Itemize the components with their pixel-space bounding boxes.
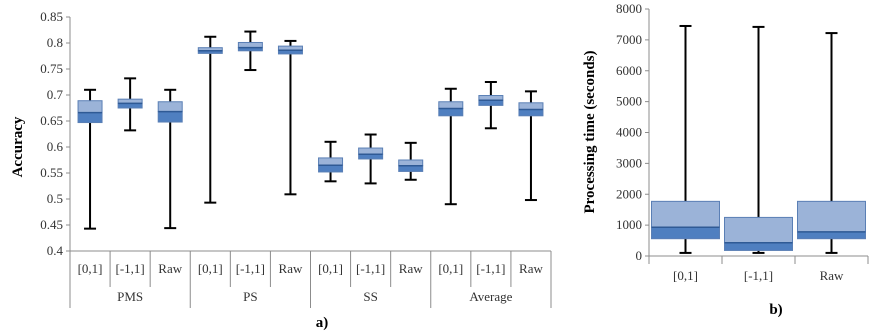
y-tick-label: 0.7 xyxy=(47,87,64,102)
box-upper-quartile xyxy=(724,216,793,244)
box-upper-quartile xyxy=(157,101,183,113)
y-tick-label: 0.65 xyxy=(40,113,63,128)
accuracy-axes xyxy=(69,17,552,287)
processing-time-axes xyxy=(648,9,869,264)
x-group-label: PS xyxy=(243,289,257,304)
box-upper-quartile xyxy=(651,200,720,228)
y-tick-label: 4000 xyxy=(616,125,642,140)
panel-b-label: b) xyxy=(769,302,782,318)
y-tick-label: 0.75 xyxy=(40,61,63,76)
box-upper-quartile xyxy=(518,102,544,111)
y-tick-label: 0.8 xyxy=(47,35,63,50)
box-lower-quartile xyxy=(398,165,424,172)
y-tick-label: 5000 xyxy=(616,94,642,109)
box-lower-quartile xyxy=(77,112,103,124)
box-lower-quartile xyxy=(478,99,504,106)
box-upper-quartile xyxy=(398,159,424,167)
box-lower-quartile xyxy=(318,164,344,173)
x-category-label: Raw xyxy=(519,261,543,276)
processing-time-axis-title: Processing time (seconds) xyxy=(582,50,598,213)
x-category-label: Raw xyxy=(820,268,844,283)
x-category-label: [0,1] xyxy=(198,261,223,276)
panel-a-label: a) xyxy=(316,315,329,331)
x-group-label: SS xyxy=(363,289,377,304)
accuracy-whiskers xyxy=(84,30,537,230)
box-lower-quartile xyxy=(438,108,464,117)
box-lower-quartile xyxy=(724,242,793,251)
y-tick-label: 0.5 xyxy=(47,191,63,206)
accuracy-axis-title: Accuracy xyxy=(10,116,26,177)
box-upper-quartile xyxy=(77,100,103,114)
y-tick-label: 3000 xyxy=(616,155,642,170)
x-category-label: Raw xyxy=(158,261,182,276)
accuracy-boxes xyxy=(77,41,544,173)
accuracy-x-categories: [0,1] [-1,1] Raw [0,1] [-1,1] Raw [0,1] [-1,1] R… xyxy=(78,261,544,276)
box-upper-quartile xyxy=(318,157,344,166)
box-upper-quartile xyxy=(237,41,263,49)
y-tick-label: 7000 xyxy=(616,32,642,47)
y-tick-label: 8000 xyxy=(616,1,642,16)
x-category-label: Raw xyxy=(399,261,423,276)
x-category-label: [0,1] xyxy=(438,261,463,276)
x-group-label: Average xyxy=(469,289,512,304)
processing-time-x-categories: [0,1] [-1,1] Raw xyxy=(673,268,844,283)
x-category-label: [-1,1] xyxy=(476,261,505,276)
box-upper-quartile xyxy=(797,200,866,233)
y-tick-label: 1000 xyxy=(616,217,642,232)
y-tick-label: 0.55 xyxy=(40,165,63,180)
y-tick-label: 6000 xyxy=(616,63,642,78)
y-tick-label: 2000 xyxy=(616,186,642,201)
accuracy-panel: Accuracy 0.4 0.45 0.5 0.55 0.6 0.65 0.7 0.75 0.8… xyxy=(10,9,552,331)
x-category-label: [0,1] xyxy=(318,261,343,276)
y-tick-label: 0.85 xyxy=(40,9,63,24)
y-tick-label: 0.4 xyxy=(47,243,64,258)
box-upper-quartile xyxy=(358,147,384,155)
x-category-label: Raw xyxy=(279,261,303,276)
box-lower-quartile xyxy=(797,231,866,240)
box-lower-quartile xyxy=(518,109,544,117)
x-group-label: PMS xyxy=(117,289,143,304)
x-category-label: [-1,1] xyxy=(356,261,385,276)
processing-time-panel: Processing time (seconds) 0 1000 2000 3000 4… xyxy=(582,1,869,318)
x-category-label: [0,1] xyxy=(78,261,103,276)
accuracy-y-ticks: 0.4 0.45 0.5 0.55 0.6 0.65 0.7 0.75 0.8 0.85 xyxy=(40,9,70,258)
y-tick-label: 0.6 xyxy=(47,139,64,154)
y-tick-label: 0.45 xyxy=(40,217,63,232)
processing-time-y-ticks: 0 1000 2000 3000 4000 5000 6000 7000 8000 xyxy=(616,1,649,263)
x-category-label: [-1,1] xyxy=(236,261,265,276)
x-category-label: [-1,1] xyxy=(744,268,773,283)
accuracy-x-groups: PMS PS SS Average xyxy=(69,287,552,308)
processing-time-boxes xyxy=(651,200,866,251)
y-tick-label: 0 xyxy=(636,248,643,263)
box-lower-quartile xyxy=(157,111,183,123)
x-category-label: [-1,1] xyxy=(116,261,145,276)
box-lower-quartile xyxy=(651,226,720,240)
x-category-label: [0,1] xyxy=(673,268,698,283)
box-upper-quartile xyxy=(438,101,464,110)
